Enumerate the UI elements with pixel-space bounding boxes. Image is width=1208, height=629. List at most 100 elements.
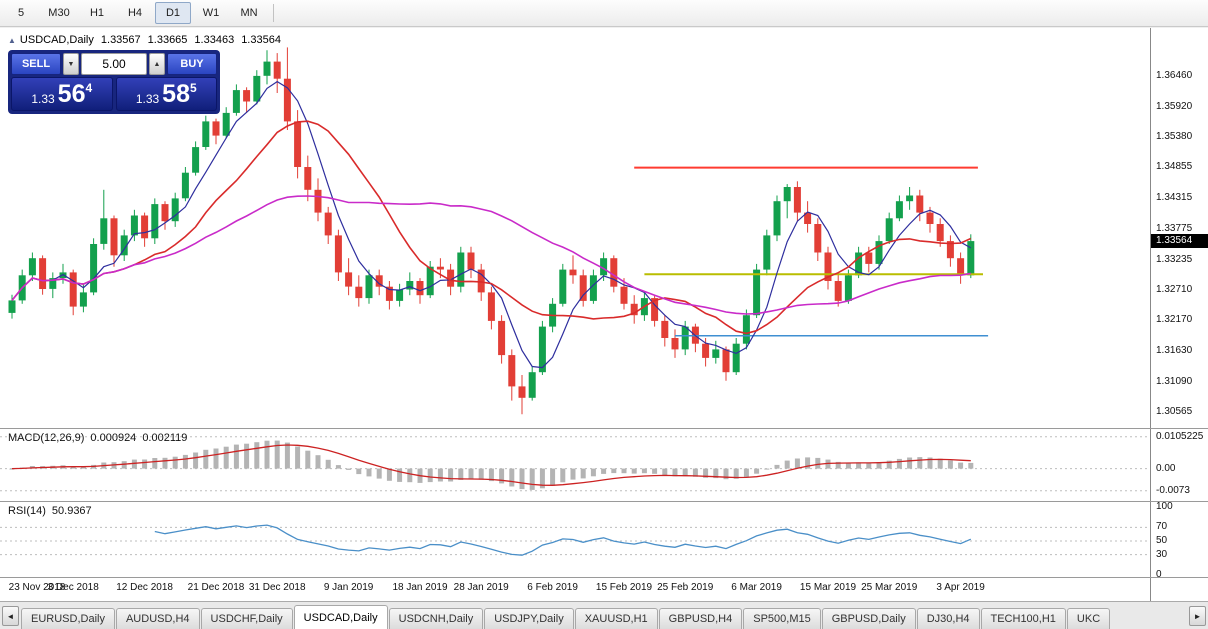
tab-xauusd-h1[interactable]: XAUUSD,H1: [574, 608, 658, 629]
macd-name: MACD(12,26,9): [8, 432, 85, 444]
price-scale-label: 1.32710: [1156, 283, 1193, 295]
price-scale-label: 1.34855: [1156, 161, 1193, 173]
date-axis-label: 25 Mar 2019: [861, 582, 918, 593]
price-scale-label: 1.33775: [1156, 222, 1193, 234]
tab-eurusd-daily[interactable]: EURUSD,Daily: [21, 608, 115, 629]
timeframe-button-m30[interactable]: M30: [48, 7, 70, 19]
date-axis-label: 3 Dec 2018: [47, 582, 99, 593]
price-scale-label: 1.31630: [1156, 345, 1193, 357]
macd-scale-label: 0.00: [1156, 462, 1176, 474]
tab-audusd-h4[interactable]: AUDUSD,H4: [115, 608, 200, 629]
scroll-left-button[interactable]: ◄: [2, 606, 19, 626]
sell-button[interactable]: SELL: [11, 53, 61, 75]
time-axis[interactable]: 23 Nov 2018 3 Dec 2018 12 Dec 2018 21 Dec 2…: [0, 577, 1150, 601]
tab-gbpusd-daily[interactable]: GBPUSD,Daily: [821, 608, 916, 629]
tab-sp500-m15[interactable]: SP500,M15: [743, 608, 821, 629]
current-price-badge: 1.33564: [1151, 234, 1208, 248]
price-scale-label: 1.35380: [1156, 131, 1193, 143]
sell-price-button[interactable]: 1.33 56 4: [11, 77, 113, 111]
scroll-left-icon: ◄: [6, 611, 15, 621]
buy-button[interactable]: BUY: [167, 53, 217, 75]
date-axis-label: 23 Nov 2018: [8, 582, 66, 593]
date-axis-label: 9 Jan 2019: [323, 582, 374, 593]
timeframe-button-h1[interactable]: H1: [89, 7, 105, 19]
date-axis-label: 6 Feb 2019: [527, 582, 578, 593]
bar-low-value: 1.33463: [194, 34, 235, 46]
chart-tab-bar: ◄ EURUSD,Daily AUDUSD,H4 USDCHF,Daily USDCA…: [0, 601, 1208, 629]
date-axis-label: 15 Feb 2019: [595, 582, 653, 593]
buy-price-button[interactable]: 1.33 58 5: [115, 77, 217, 111]
chart-canvas[interactable]: [0, 28, 1150, 601]
buy-price-pip-digit: 5: [189, 81, 197, 95]
scroll-right-icon: ►: [1193, 611, 1202, 621]
chart-window: ▲ USDCAD,Daily 1.33567 1.33665 1.33463 1.3356…: [0, 28, 1208, 601]
volume-increase-button[interactable]: ▲: [149, 53, 165, 75]
price-scale-label: 1.32170: [1156, 314, 1193, 326]
date-axis-label: 12 Dec 2018: [116, 582, 173, 593]
date-axis-label: 31 Dec 2018: [248, 582, 306, 593]
timeframe-button-5[interactable]: 5: [17, 7, 25, 19]
macd-signal-value: 0.002119: [142, 432, 188, 444]
rsi-value: 50.9367: [51, 505, 92, 517]
rsi-scale-label: 50: [1156, 535, 1168, 546]
bar-high-value: 1.33665: [147, 34, 188, 46]
price-scale-label: 1.31090: [1156, 375, 1193, 387]
chart-symbol-label: USDCAD,Daily: [19, 34, 94, 46]
chart-plot-area[interactable]: [0, 28, 1150, 601]
pane-divider[interactable]: [0, 428, 1208, 429]
chart-title: ▲ USDCAD,Daily 1.33567 1.33665 1.33463 1.3356…: [8, 34, 281, 46]
rsi-scale-label: 100: [1156, 501, 1173, 512]
chevron-down-icon: ▼: [67, 60, 75, 68]
rsi-scale-label: 70: [1156, 521, 1168, 533]
timeframe-button-mn[interactable]: MN: [240, 7, 258, 19]
tab-usdcnh-daily[interactable]: USDCNH,Daily: [388, 608, 484, 629]
macd-scale-label: -0.0073: [1156, 484, 1190, 496]
tab-dj30-h4[interactable]: DJ30,H4: [916, 608, 980, 629]
rsi-name: RSI(14): [8, 505, 46, 517]
date-axis-label: 6 Mar 2019: [731, 582, 782, 593]
tab-usdjpy-daily[interactable]: USDJPY,Daily: [484, 608, 574, 629]
macd-histogram: [9, 440, 974, 490]
tab-tech100-h1[interactable]: TECH100,H1: [980, 608, 1066, 629]
price-scale-label: 1.35920: [1156, 100, 1193, 112]
date-axis-label: 3 Apr 2019: [936, 582, 985, 593]
sell-price-big-digits: 56: [57, 79, 86, 108]
tab-usdcad-daily[interactable]: USDCAD,Daily: [293, 605, 388, 629]
price-scale-label: 1.34315: [1156, 192, 1193, 204]
tab-usdchf-daily[interactable]: USDCHF,Daily: [200, 608, 293, 629]
macd-indicator-label: MACD(12,26,9) 0.000924 0.002119: [8, 432, 187, 444]
date-axis-label: 18 Jan 2019: [392, 582, 448, 593]
scroll-right-button[interactable]: ►: [1189, 606, 1206, 626]
sell-price-pip-digit: 4: [85, 81, 93, 95]
timeframe-button-d1[interactable]: D1: [155, 2, 191, 24]
date-axis-label: 28 Jan 2019: [453, 582, 509, 593]
ma-line-13: [11, 120, 972, 335]
buy-price-big-digits: 58: [162, 79, 190, 108]
price-scale[interactable]: 1.36460 1.35920 1.35380 1.34855 1.34315 1.337…: [1150, 28, 1208, 601]
tab-gbpusd-h4[interactable]: GBPUSD,H4: [658, 608, 743, 629]
tab-ukc[interactable]: UKC: [1066, 608, 1111, 629]
rsi-line: [154, 524, 972, 556]
toolbar-separator: [273, 4, 274, 22]
macd-scale-label: 0.0105225: [1156, 430, 1204, 442]
date-axis-label: 15 Mar 2019: [799, 582, 857, 593]
timeframe-toolbar: 5 M30 H1 H4 D1 W1 MN: [0, 0, 1208, 27]
candles-group: [8, 47, 975, 415]
pane-divider[interactable]: [0, 501, 1208, 502]
timeframe-button-w1[interactable]: W1: [202, 7, 220, 19]
ma-line-34: [11, 195, 971, 315]
macd-main-value: 0.000924: [90, 432, 137, 444]
buy-price-prefix: 1.33: [135, 92, 160, 106]
volume-input[interactable]: [81, 53, 147, 75]
volume-decrease-button[interactable]: ▼: [63, 53, 79, 75]
macd-signal-line: [11, 444, 971, 486]
bar-close-value: 1.33564: [241, 34, 281, 46]
pane-divider: [0, 577, 1208, 578]
date-axis-label: 25 Feb 2019: [657, 582, 714, 593]
one-click-trading-panel: SELL ▼ ▲ BUY 1.33 56 4 1.33 58 5: [8, 50, 220, 114]
price-scale-label: 1.33235: [1156, 253, 1193, 265]
rsi-indicator-label: RSI(14) 50.9367: [8, 505, 92, 517]
timeframe-button-h4[interactable]: H4: [127, 7, 143, 19]
rsi-scale-label: 0: [1156, 569, 1162, 580]
one-click-collapse-icon[interactable]: ▲: [8, 36, 16, 45]
